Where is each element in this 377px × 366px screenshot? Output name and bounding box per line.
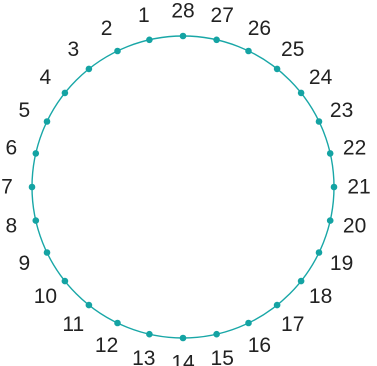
point-label-18: 18 <box>309 285 332 308</box>
point-label-14: 14 <box>171 352 195 366</box>
point-label-9: 9 <box>19 252 31 275</box>
point-label-5: 5 <box>19 99 31 122</box>
point-9 <box>43 249 51 256</box>
point-15 <box>213 330 220 338</box>
point-label-19: 19 <box>330 252 353 275</box>
point-label-21: 21 <box>347 176 370 199</box>
point-label-27: 27 <box>211 4 234 27</box>
point-label-24: 24 <box>309 66 333 89</box>
point-label-3: 3 <box>67 38 79 61</box>
point-18 <box>297 277 305 285</box>
point-10 <box>61 277 69 285</box>
point-5 <box>43 118 51 125</box>
point-13 <box>146 330 153 338</box>
point-label-13: 13 <box>132 347 155 366</box>
point-21 <box>330 183 338 191</box>
point-label-8: 8 <box>6 215 18 238</box>
point-23 <box>315 118 323 125</box>
point-19 <box>315 249 323 256</box>
point-label-23: 23 <box>330 99 353 122</box>
point-16 <box>245 319 252 327</box>
point-4 <box>61 89 69 97</box>
point-label-26: 26 <box>248 17 271 40</box>
point-label-17: 17 <box>281 313 304 336</box>
point-26 <box>245 47 252 55</box>
point-label-20: 20 <box>343 215 366 238</box>
point-label-16: 16 <box>248 334 271 357</box>
point-22 <box>326 150 334 157</box>
point-25 <box>273 65 281 73</box>
point-label-28: 28 <box>171 0 194 23</box>
point-2 <box>114 47 121 55</box>
point-24 <box>297 89 305 97</box>
point-label-11: 11 <box>62 313 84 336</box>
point-12 <box>114 319 121 327</box>
point-14 <box>179 334 187 342</box>
point-label-6: 6 <box>6 136 18 159</box>
point-label-1: 1 <box>138 4 150 27</box>
point-11 <box>85 301 93 309</box>
point-27 <box>213 36 220 44</box>
point-label-4: 4 <box>40 66 52 89</box>
point-label-25: 25 <box>281 38 304 61</box>
point-label-7: 7 <box>1 176 13 199</box>
point-label-22: 22 <box>343 136 366 159</box>
points-group <box>28 32 338 342</box>
point-17 <box>273 301 281 309</box>
point-8 <box>32 217 40 224</box>
point-3 <box>85 65 93 73</box>
point-label-10: 10 <box>34 285 57 308</box>
point-20 <box>326 217 334 224</box>
point-7 <box>28 183 36 191</box>
circle-outline <box>31 35 335 339</box>
point-label-15: 15 <box>211 347 234 366</box>
point-label-2: 2 <box>101 17 113 40</box>
point-1 <box>146 36 153 44</box>
point-28 <box>179 32 187 40</box>
point-6 <box>32 150 40 157</box>
point-label-12: 12 <box>95 334 118 357</box>
